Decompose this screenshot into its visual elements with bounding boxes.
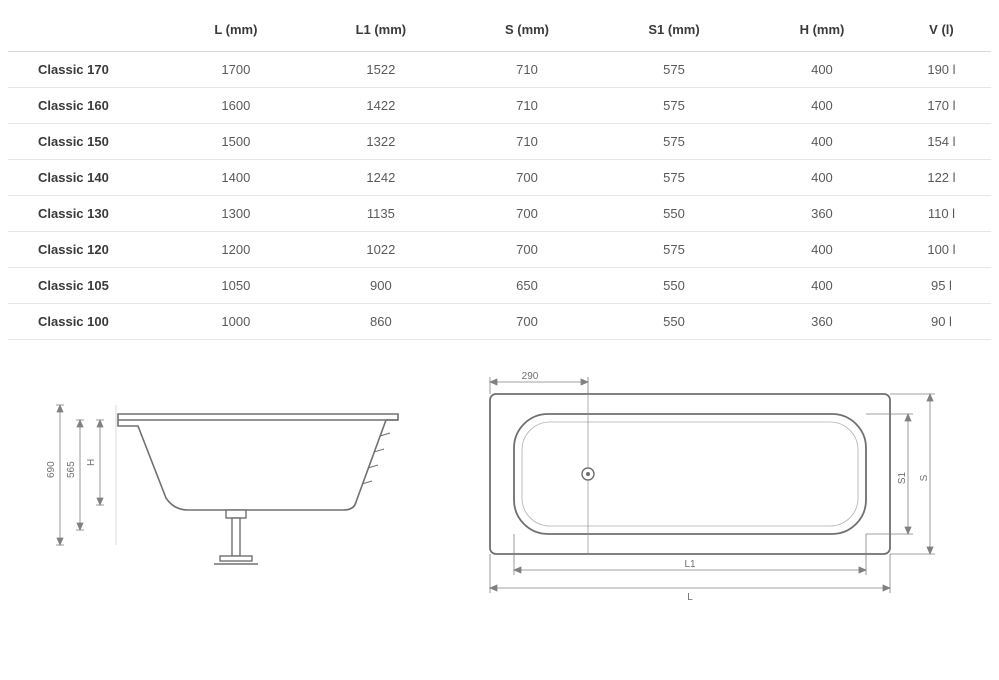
table-row: Classic 100100086070055036090 l xyxy=(8,304,991,340)
cell-value: 170 l xyxy=(892,88,991,124)
table-header-row: L (mm) L1 (mm) S (mm) S1 (mm) H (mm) V (… xyxy=(8,10,991,52)
row-label: Classic 140 xyxy=(8,160,168,196)
cell-value: 700 xyxy=(458,196,596,232)
cell-value: 710 xyxy=(458,52,596,88)
col-header xyxy=(8,10,168,52)
cell-value: 550 xyxy=(596,304,752,340)
cell-value: 360 xyxy=(752,196,892,232)
cell-value: 400 xyxy=(752,232,892,268)
col-header: S (mm) xyxy=(458,10,596,52)
cell-value: 1500 xyxy=(168,124,304,160)
cell-value: 1242 xyxy=(304,160,458,196)
dim-drain-offset: 290 xyxy=(522,371,539,382)
cell-value: 100 l xyxy=(892,232,991,268)
dim-l: L xyxy=(687,592,693,603)
table-row: Classic 17017001522710575400190 l xyxy=(8,52,991,88)
cell-value: 1000 xyxy=(168,304,304,340)
cell-value: 1135 xyxy=(304,196,458,232)
dim-s1: S1 xyxy=(897,471,908,484)
table-row: Classic 15015001322710575400154 l xyxy=(8,124,991,160)
table-row: Classic 13013001135700550360110 l xyxy=(8,196,991,232)
cell-value: 575 xyxy=(596,88,752,124)
cell-value: 122 l xyxy=(892,160,991,196)
row-label: Classic 130 xyxy=(8,196,168,232)
cell-value: 1300 xyxy=(168,196,304,232)
top-view-diagram: 290 L1 xyxy=(448,370,948,610)
side-profile-diagram: 690 565 H xyxy=(38,370,408,610)
table-row: Classic 14014001242700575400122 l xyxy=(8,160,991,196)
cell-value: 400 xyxy=(752,52,892,88)
cell-value: 400 xyxy=(752,88,892,124)
cell-value: 1022 xyxy=(304,232,458,268)
diagrams-row: 690 565 H xyxy=(8,370,991,610)
cell-value: 1600 xyxy=(168,88,304,124)
cell-value: 575 xyxy=(596,160,752,196)
cell-value: 400 xyxy=(752,160,892,196)
cell-value: 110 l xyxy=(892,196,991,232)
row-label: Classic 170 xyxy=(8,52,168,88)
col-header: H (mm) xyxy=(752,10,892,52)
col-header: L1 (mm) xyxy=(304,10,458,52)
col-header: V (l) xyxy=(892,10,991,52)
cell-value: 360 xyxy=(752,304,892,340)
cell-value: 575 xyxy=(596,232,752,268)
row-label: Classic 100 xyxy=(8,304,168,340)
table-row: Classic 16016001422710575400170 l xyxy=(8,88,991,124)
cell-value: 90 l xyxy=(892,304,991,340)
table-row: Classic 105105090065055040095 l xyxy=(8,268,991,304)
table-row: Classic 12012001022700575400100 l xyxy=(8,232,991,268)
cell-value: 1400 xyxy=(168,160,304,196)
dim-s: S xyxy=(919,474,930,481)
cell-value: 95 l xyxy=(892,268,991,304)
cell-value: 550 xyxy=(596,196,752,232)
cell-value: 575 xyxy=(596,124,752,160)
cell-value: 1200 xyxy=(168,232,304,268)
cell-value: 1522 xyxy=(304,52,458,88)
dim-outer-height: 690 xyxy=(46,461,57,478)
cell-value: 860 xyxy=(304,304,458,340)
row-label: Classic 120 xyxy=(8,232,168,268)
cell-value: 400 xyxy=(752,268,892,304)
cell-value: 710 xyxy=(458,124,596,160)
col-header: S1 (mm) xyxy=(596,10,752,52)
dim-inner-height: 565 xyxy=(66,461,77,478)
row-label: Classic 105 xyxy=(8,268,168,304)
cell-value: 190 l xyxy=(892,52,991,88)
cell-value: 700 xyxy=(458,160,596,196)
col-header: L (mm) xyxy=(168,10,304,52)
cell-value: 700 xyxy=(458,304,596,340)
cell-value: 1050 xyxy=(168,268,304,304)
cell-value: 650 xyxy=(458,268,596,304)
cell-value: 154 l xyxy=(892,124,991,160)
cell-value: 575 xyxy=(596,52,752,88)
cell-value: 1700 xyxy=(168,52,304,88)
row-label: Classic 150 xyxy=(8,124,168,160)
dim-h-label: H xyxy=(86,459,97,466)
cell-value: 1322 xyxy=(304,124,458,160)
cell-value: 710 xyxy=(458,88,596,124)
cell-value: 1422 xyxy=(304,88,458,124)
row-label: Classic 160 xyxy=(8,88,168,124)
cell-value: 700 xyxy=(458,232,596,268)
dim-l1: L1 xyxy=(684,559,696,570)
cell-value: 400 xyxy=(752,124,892,160)
table-body: Classic 17017001522710575400190 lClassic… xyxy=(8,52,991,340)
specs-table: L (mm) L1 (mm) S (mm) S1 (mm) H (mm) V (… xyxy=(8,10,991,340)
cell-value: 550 xyxy=(596,268,752,304)
cell-value: 900 xyxy=(304,268,458,304)
